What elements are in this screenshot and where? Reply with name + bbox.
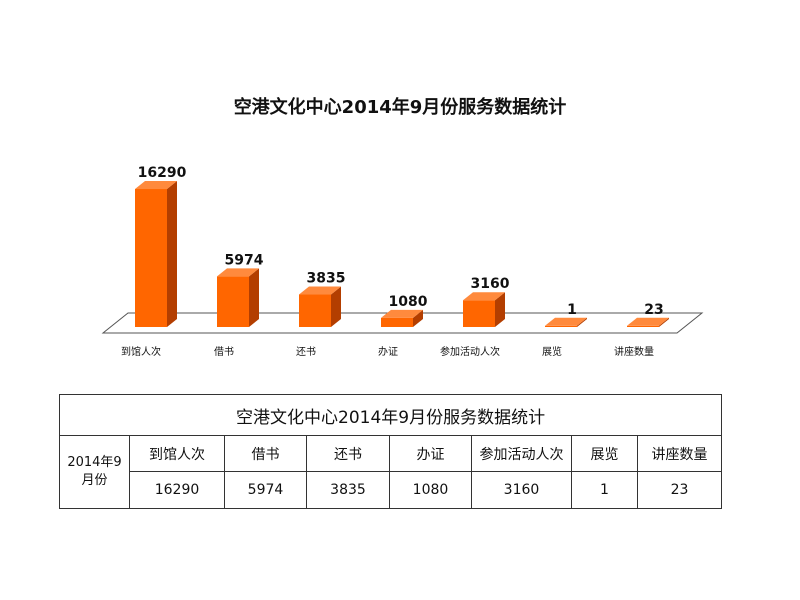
bar-side	[331, 286, 341, 327]
table-header-cell: 讲座数量	[636, 435, 723, 472]
chart-title: 空港文化中心2014年9月份服务数据统计	[234, 96, 567, 118]
table-value-cell: 23	[636, 471, 723, 509]
category-label: 参加活动人次	[440, 345, 500, 358]
category-label: 借书	[214, 346, 234, 358]
category-label: 讲座数量	[614, 345, 654, 358]
bar	[545, 317, 587, 327]
table-header-cell: 参加活动人次	[471, 435, 572, 472]
bar	[217, 268, 259, 327]
bar-side	[495, 292, 505, 327]
bar-front	[217, 276, 249, 327]
bar-top	[627, 317, 669, 326]
bar-top	[135, 181, 177, 190]
bar-value-label: 23	[644, 302, 663, 318]
bar-top	[463, 292, 505, 301]
bar-side	[167, 181, 177, 327]
table-header-cell: 展览	[571, 435, 638, 472]
bar-value-label: 3835	[307, 271, 346, 287]
bar-value-label: 5974	[225, 252, 264, 268]
table-value-cell: 1080	[389, 471, 472, 509]
bar	[299, 286, 341, 327]
table-header-cell: 办证	[389, 435, 472, 472]
category-labels-group: 到馆人次 借书 还书 办证 参加活动人次 展览 讲座数量	[121, 345, 654, 358]
table-value-cell: 1	[571, 471, 638, 509]
table-row-header: 2014年9月份	[59, 435, 130, 509]
bar-side	[413, 309, 423, 327]
bar-top	[545, 317, 587, 326]
table-value-cell: 16290	[129, 471, 225, 509]
table-header-cell: 还书	[306, 435, 390, 472]
bar-front	[627, 325, 659, 327]
table-header-cell: 到馆人次	[129, 435, 225, 472]
bar-side	[249, 268, 259, 327]
bar	[381, 309, 423, 327]
table-value-cell: 5974	[224, 471, 307, 509]
bar-value-label: 1	[567, 302, 577, 318]
value-labels-group: 16290 5974 3835 1080 3160 1 23	[138, 165, 664, 318]
category-label: 展览	[542, 345, 562, 358]
bar-chart: 空港文化中心2014年9月份服务数据统计 16290 5974 3835 1080 31…	[101, 96, 704, 358]
table-header-cell: 借书	[224, 435, 307, 472]
bar-value-label: 16290	[138, 165, 187, 181]
table-value-cell: 3160	[471, 471, 572, 509]
category-label: 还书	[296, 346, 316, 358]
data-table: 空港文化中心2014年9月份服务数据统计 2014年9月份 到馆人次 借书 还书…	[58, 394, 723, 509]
bar	[135, 181, 177, 327]
bar	[463, 292, 505, 327]
category-label: 到馆人次	[121, 345, 161, 358]
bars-group	[135, 181, 669, 327]
table-title: 空港文化中心2014年9月份服务数据统计	[58, 394, 723, 436]
bar-value-label: 1080	[389, 294, 428, 310]
bar-top	[217, 268, 259, 277]
bar-side	[577, 317, 587, 327]
bar-value-label: 3160	[471, 276, 510, 292]
bar-front	[135, 189, 167, 327]
bar-side	[659, 317, 669, 327]
bar-front	[545, 325, 577, 327]
bar	[627, 317, 669, 327]
bar-top	[381, 309, 423, 318]
bar-front	[299, 294, 331, 327]
bar-front	[463, 300, 495, 327]
bar-front	[381, 317, 413, 327]
table-value-cell: 3835	[306, 471, 390, 509]
category-label: 办证	[378, 345, 398, 358]
bar-top	[299, 286, 341, 295]
